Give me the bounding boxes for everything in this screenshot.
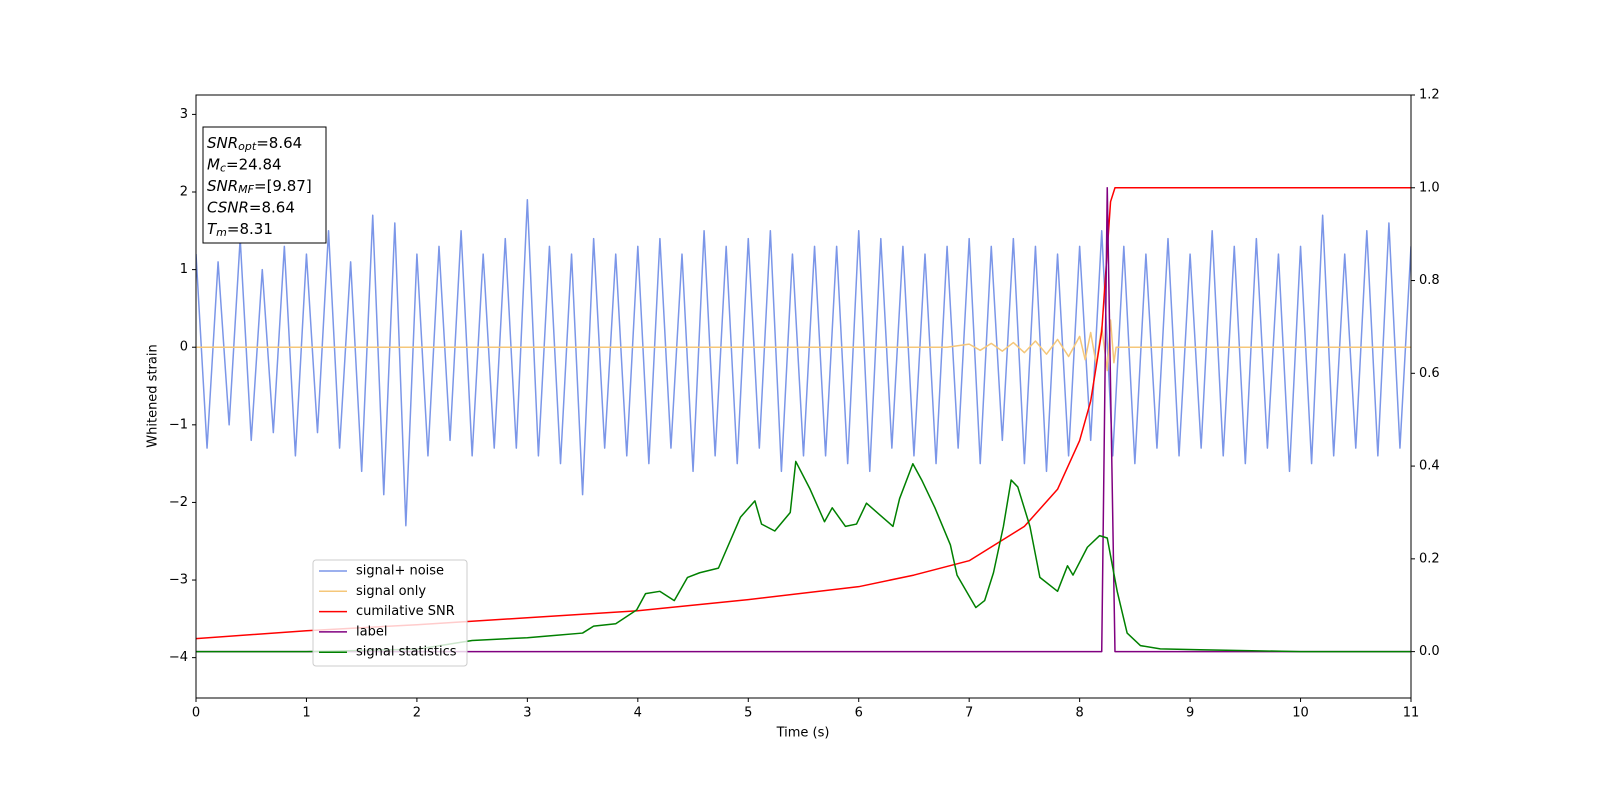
annotation-symbol: CSNR (207, 198, 249, 216)
annotation-symbol: SNR (207, 177, 238, 195)
x-tick-label: 8 (1075, 706, 1083, 721)
annotation-value: =8.64 (256, 134, 302, 152)
y-tick-label: 2 (180, 185, 188, 200)
annotation-subscript: c (220, 162, 226, 175)
y-tick-label: −2 (169, 495, 188, 510)
y-tick-label: 1 (180, 262, 188, 277)
annotation-text: CSNR=8.64 (207, 198, 295, 216)
series-line (196, 187, 1411, 653)
y-tick-label: −4 (169, 650, 188, 665)
legend: signal+ noise signal only cumilative SNR la… (312, 559, 468, 667)
y2-tick-label: 0.4 (1419, 459, 1440, 474)
legend-frame (312, 559, 468, 667)
annotation-value: =24.84 (226, 155, 282, 173)
series-line (196, 460, 1411, 653)
y2-tick-label: 0.8 (1419, 273, 1440, 288)
x-tick-label: 5 (744, 706, 752, 721)
annotation-value: =8.64 (249, 198, 295, 216)
x-tick-label: 3 (523, 706, 531, 721)
y2-tick-label: 0.0 (1419, 644, 1440, 659)
x-axis-label: Time (s) (776, 726, 830, 741)
legend-label: label (356, 624, 387, 639)
series-line (196, 199, 1411, 527)
y2-tick-label: 0.6 (1419, 366, 1440, 381)
annotation-subscript: MF (238, 183, 254, 196)
y-tick-label: −3 (169, 573, 188, 588)
annotation-symbol: T (207, 220, 218, 238)
legend-label: signal+ noise (356, 564, 444, 579)
legend-label: signal only (356, 584, 426, 599)
annotation-frame (202, 126, 327, 244)
x-tick-label: 0 (192, 706, 200, 721)
y2-tick-label: 1.2 (1419, 88, 1440, 103)
series-line (196, 187, 1411, 640)
x-tick-label: 10 (1292, 706, 1309, 721)
annotation-box: SNRopt=8.64Mc=24.84SNRMF=[9.87]CSNR=8.64… (202, 126, 327, 244)
x-tick-label: 9 (1186, 706, 1194, 721)
legend-label: cumilative SNR (356, 604, 455, 619)
x-tick-label: 7 (965, 706, 973, 721)
annotation-value: =8.31 (227, 220, 273, 238)
x-tick-label: 4 (634, 706, 642, 721)
x-tick-label: 11 (1403, 706, 1420, 721)
annotation-text: SNRMF=[9.87] (207, 177, 312, 197)
x-tick-label: 1 (302, 706, 310, 721)
annotation-symbol: M (207, 155, 220, 173)
y-tick-label: −1 (169, 417, 188, 432)
annotation-value: =[9.87] (254, 177, 312, 195)
y2-tick-label: 0.2 (1419, 551, 1440, 566)
plot-frame (195, 94, 1412, 699)
annotation-subscript: m (216, 226, 227, 239)
annotation-text: Tm=8.31 (207, 220, 273, 240)
annotation-symbol: SNR (207, 134, 238, 152)
y-tick-label: 0 (180, 340, 188, 355)
legend-label: signal statistics (356, 645, 457, 660)
annotation-text: SNRopt=8.64 (207, 134, 302, 154)
y-axis-label: Whitened strain (146, 344, 161, 447)
annotation-subscript: opt (238, 140, 257, 153)
series-line (196, 319, 1411, 372)
y-tick-label: 3 (180, 107, 188, 122)
y2-tick-label: 1.0 (1419, 180, 1440, 195)
annotation-text: Mc=24.84 (207, 155, 282, 175)
x-tick-label: 2 (413, 706, 421, 721)
x-tick-label: 6 (855, 706, 863, 721)
